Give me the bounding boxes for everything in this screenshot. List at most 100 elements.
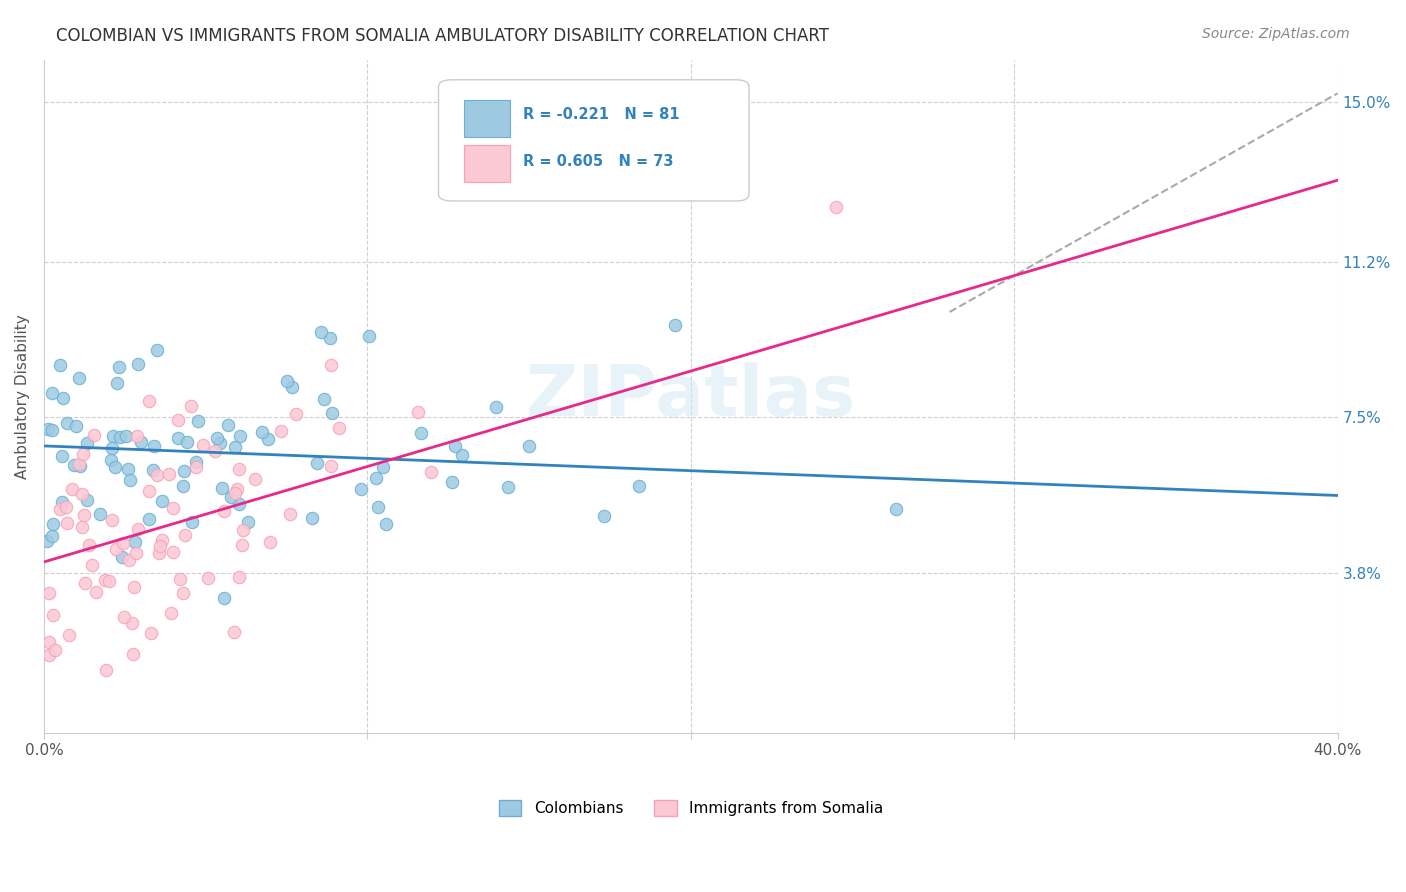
Point [321,459,343,474]
Point [127,357,149,371]
Text: Source: ZipAtlas.com: Source: ZipAtlas.com [1202,27,1350,41]
Point [281,380,304,394]
Point [73,508,96,522]
Point [138,484,160,499]
Point [328,421,350,435]
Point [217,418,239,433]
Point [212,504,235,518]
Point [122,647,145,661]
Point [67,371,90,385]
Point [236,516,259,530]
Point [94,663,117,677]
Point [104,460,127,475]
Point [167,412,190,426]
Point [70,519,93,533]
Point [364,471,387,485]
Point [319,331,342,345]
Point [419,465,441,479]
Point [143,440,166,454]
Point [37,422,59,436]
Point [138,393,160,408]
FancyBboxPatch shape [464,145,510,182]
Point [211,481,233,495]
Legend: Colombians, Immigrants from Somalia: Colombians, Immigrants from Somalia [492,794,889,822]
Point [100,453,122,467]
Point [139,625,162,640]
Point [276,374,298,388]
Point [444,439,467,453]
Point [319,358,342,372]
Point [367,500,389,515]
Point [44,643,66,657]
Point [142,463,165,477]
Point [127,523,149,537]
Point [121,615,143,630]
Point [38,648,60,662]
Point [104,542,127,557]
Point [62,458,84,472]
Point [150,533,173,547]
Point [49,501,72,516]
Point [76,436,98,450]
Point [122,580,145,594]
Point [38,635,60,649]
Point [228,462,250,476]
Point [162,501,184,516]
Point [58,628,80,642]
Point [105,376,128,391]
Point [375,517,398,532]
Point [312,392,335,406]
Point [209,436,232,450]
Point [55,500,77,515]
Point [101,442,124,456]
Point [176,434,198,449]
Point [129,434,152,449]
Point [219,490,242,504]
Point [321,406,343,420]
Point [205,431,228,445]
Point [664,318,686,332]
Point [146,343,169,358]
Point [80,558,103,572]
Point [67,457,90,471]
Point [259,534,281,549]
Point [150,494,173,508]
Point [162,544,184,558]
Point [228,570,250,584]
Point [485,400,508,414]
Point [77,538,100,552]
Point [118,553,141,567]
Point [350,483,373,497]
Point [138,512,160,526]
Point [193,438,215,452]
Point [118,473,141,487]
FancyBboxPatch shape [439,79,749,201]
Point [278,508,301,522]
Point [149,540,172,554]
Point [97,574,120,588]
Point [89,508,111,522]
Point [76,492,98,507]
Point [357,328,380,343]
Point [124,535,146,549]
Point [373,460,395,475]
Point [173,464,195,478]
Point [69,459,91,474]
Point [38,586,60,600]
Point [52,391,75,405]
Point [73,576,96,591]
Point [166,431,188,445]
Point [186,459,208,474]
Point [224,486,246,500]
Point [231,537,253,551]
Point [65,418,87,433]
Point [157,467,180,481]
Point [41,424,63,438]
Point [243,472,266,486]
Point [311,326,333,340]
Point [228,497,250,511]
Point [51,495,73,509]
Point [204,444,226,458]
Point [250,425,273,440]
Point [125,546,148,560]
